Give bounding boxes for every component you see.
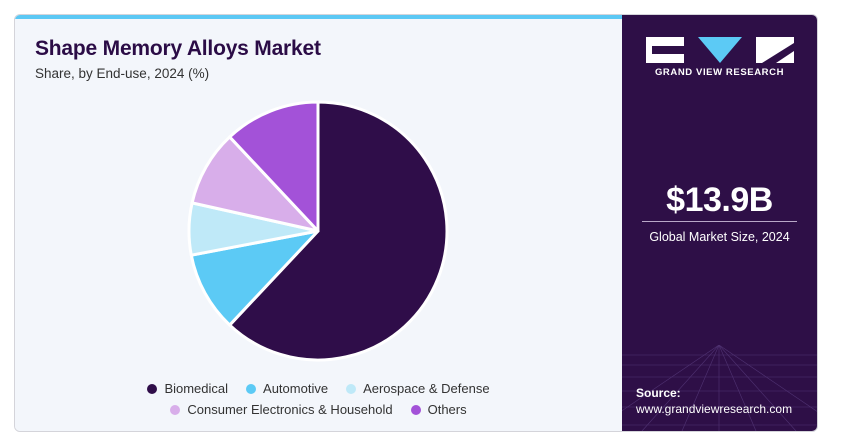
- divider: [642, 221, 797, 222]
- pie-chart: [187, 100, 449, 362]
- pie-slice-automotive: [189, 229, 320, 327]
- legend-item-others: Others: [410, 402, 467, 417]
- legend-dot-icon: [410, 404, 421, 415]
- legend-item-automotive: Automotive: [246, 381, 328, 396]
- legend-dot-icon: [170, 404, 181, 415]
- chart-legend: Biomedical Automotive Aerospace & Defens…: [15, 381, 622, 423]
- market-size-label: Global Market Size, 2024: [649, 230, 790, 244]
- chart-title: Shape Memory Alloys Market: [35, 37, 321, 60]
- source-label: Source:: [636, 386, 681, 400]
- legend-row: Consumer Electronics & Household Others: [15, 402, 622, 417]
- legend-item-aerospace-defense: Aerospace & Defense: [346, 381, 490, 396]
- legend-label: Automotive: [263, 381, 329, 396]
- legend-item-consumer-electronics: Consumer Electronics & Household: [170, 402, 393, 417]
- legend-label: Aerospace & Defense: [363, 381, 490, 396]
- legend-label: Biomedical: [164, 381, 229, 396]
- infographic-card: Shape Memory Alloys Market Share, by End…: [14, 14, 818, 432]
- source-url[interactable]: www.grandviewresearch.com: [636, 402, 793, 416]
- accent-bar: [15, 15, 622, 19]
- brand-name: GRAND VIEW RESEARCH: [654, 67, 785, 78]
- legend-dot-icon: [147, 383, 158, 394]
- legend-dot-icon: [346, 383, 357, 394]
- grand-view-research-logo-icon: [646, 37, 794, 63]
- pie-slice-biomedical: [228, 100, 449, 362]
- chart-panel: Shape Memory Alloys Market Share, by End…: [15, 15, 622, 431]
- legend-dot-icon: [246, 383, 257, 394]
- legend-row: Biomedical Automotive Aerospace & Defens…: [15, 381, 622, 396]
- legend-label: Others: [427, 402, 467, 417]
- legend-label: Consumer Electronics & Household: [187, 402, 393, 417]
- grid-decoration: [622, 345, 817, 431]
- legend-item-biomedical: Biomedical: [147, 381, 228, 396]
- chart-subtitle: Share, by End-use, 2024 (%): [35, 66, 210, 81]
- market-size-value: $13.9B: [666, 181, 773, 219]
- pie-slice-others: [228, 100, 320, 233]
- summary-panel: GRAND VIEW RESEARCH $13.9B Global Market…: [622, 15, 817, 431]
